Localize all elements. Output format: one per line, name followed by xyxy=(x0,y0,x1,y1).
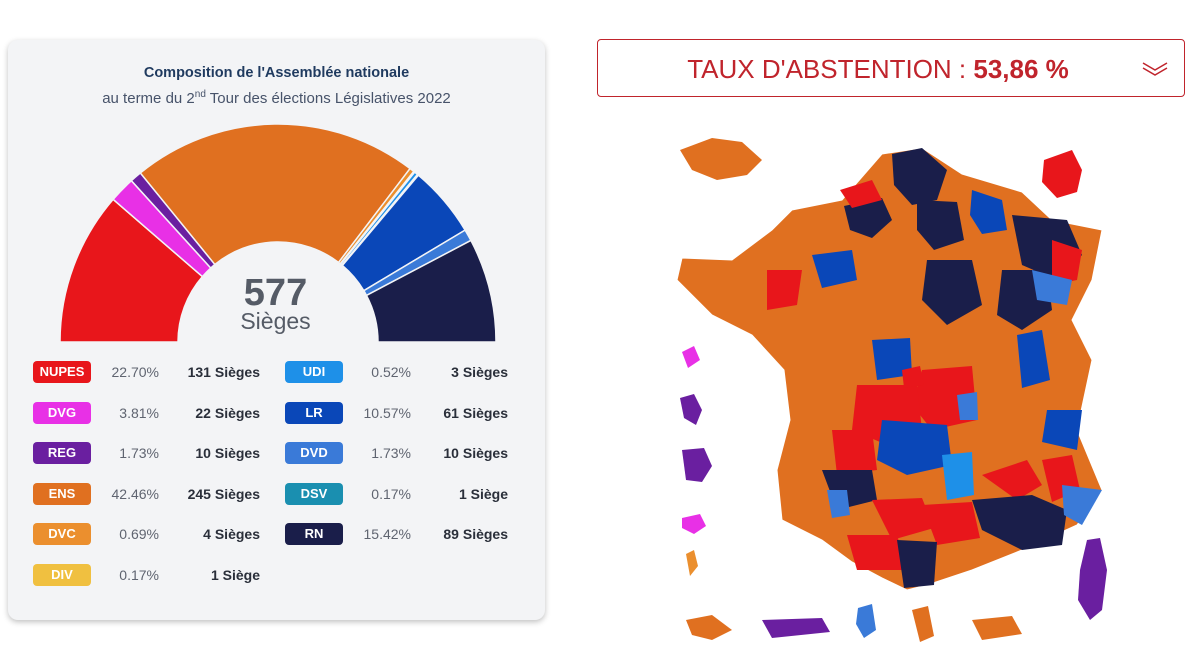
total-seats-label: Sièges xyxy=(240,308,311,334)
legend-row-rn: RN 15.42% 89 Sièges xyxy=(285,523,525,545)
france-results-map xyxy=(676,138,1107,642)
composition-subtitle: au terme du 2nd Tour des élections Légis… xyxy=(102,89,451,107)
party-badge-dvg[interactable]: DVG xyxy=(33,401,91,424)
territory-guadeloupe xyxy=(682,346,700,368)
territory-spm xyxy=(912,606,934,642)
party-seats: 131 Sièges xyxy=(187,364,260,380)
party-percent: 1.73% xyxy=(371,445,411,461)
party-badge-udi[interactable]: UDI xyxy=(285,361,343,383)
party-badge-rn[interactable]: RN xyxy=(285,523,343,545)
party-percent: 22.70% xyxy=(111,364,159,380)
territory-mayotte xyxy=(686,550,698,576)
legend-row-dsv: DSV 0.17% 1 Siège xyxy=(285,482,525,505)
double-chevron-down-icon[interactable] xyxy=(1140,60,1170,78)
party-seats: 10 Sièges xyxy=(443,445,508,461)
legend-row-reg: REG 1.73% 10 Sièges xyxy=(33,442,273,464)
legend-row-dvc: DVC 0.69% 4 Sièges xyxy=(33,523,273,545)
corsica xyxy=(1078,538,1107,620)
territory-francais-etranger xyxy=(972,616,1022,640)
party-badge-dsv[interactable]: DSV xyxy=(285,482,343,505)
hemicycle-segment-rn[interactable] xyxy=(365,239,497,343)
territory-guyane xyxy=(682,448,712,482)
territory-reunion xyxy=(682,514,706,534)
legend-row-dvd: DVD 1.73% 10 Sièges xyxy=(285,442,525,464)
overseas-territories xyxy=(680,138,1082,642)
abstention-dropdown[interactable]: TAUX D'ABSTENTION : 53,86 % xyxy=(597,39,1185,97)
assembly-composition-card: Composition de l'Assemblée nationale au … xyxy=(8,40,545,620)
territory-nc xyxy=(762,618,830,638)
territory-luxembourg-inset xyxy=(1042,150,1082,198)
legend-row-ens: ENS 42.46% 245 Sièges xyxy=(33,482,273,505)
party-badge-lr[interactable]: LR xyxy=(285,401,343,424)
territory-wallis xyxy=(856,604,876,638)
party-seats: 22 Sièges xyxy=(195,404,260,421)
party-seats: 3 Sièges xyxy=(451,364,508,380)
party-seats: 245 Sièges xyxy=(187,485,260,502)
party-percent: 15.42% xyxy=(363,526,411,542)
hemicycle-segment-ens[interactable] xyxy=(139,123,412,266)
composition-title: Composition de l'Assemblée nationale xyxy=(143,65,410,81)
party-badge-dvc[interactable]: DVC xyxy=(33,523,91,545)
party-seats: 61 Sièges xyxy=(443,404,508,421)
party-percent: 10.57% xyxy=(363,404,411,421)
territory-saint-pierre xyxy=(680,138,762,180)
party-badge-nupes[interactable]: NUPES xyxy=(33,361,91,383)
hemicycle-chart xyxy=(59,123,497,343)
party-badge-reg[interactable]: REG xyxy=(33,442,91,464)
party-percent: 0.17% xyxy=(371,485,411,502)
party-percent: 0.52% xyxy=(371,364,411,380)
party-seats: 10 Sièges xyxy=(195,445,260,461)
party-seats: 4 Sièges xyxy=(203,526,260,542)
party-percent: 3.81% xyxy=(119,404,159,421)
legend-row-nupes: NUPES 22.70% 131 Sièges xyxy=(33,361,273,383)
party-percent: 1.73% xyxy=(119,445,159,461)
party-percent: 0.69% xyxy=(119,526,159,542)
territory-martinique xyxy=(680,394,702,425)
legend-row-div: DIV 0.17% 1 Siège xyxy=(33,563,273,586)
department-patches xyxy=(767,148,1102,588)
total-seats: 577 xyxy=(243,272,308,314)
party-badge-dvd[interactable]: DVD xyxy=(285,442,343,464)
party-seats: 89 Sièges xyxy=(443,526,508,542)
party-seats: 1 Siège xyxy=(458,485,508,502)
party-percent: 42.46% xyxy=(111,485,159,502)
party-badge-ens[interactable]: ENS xyxy=(33,482,91,505)
party-seats: 1 Siège xyxy=(210,566,260,583)
party-badge-div[interactable]: DIV xyxy=(33,563,91,586)
legend-row-dvg: DVG 3.81% 22 Sièges xyxy=(33,401,273,424)
legend-row-udi: UDI 0.52% 3 Sièges xyxy=(285,361,525,383)
legend-row-lr: LR 10.57% 61 Sièges xyxy=(285,401,525,424)
territory-polynesia xyxy=(686,615,732,640)
party-percent: 0.17% xyxy=(119,566,159,583)
abstention-text: TAUX D'ABSTENTION : 53,86 % xyxy=(687,54,1069,84)
